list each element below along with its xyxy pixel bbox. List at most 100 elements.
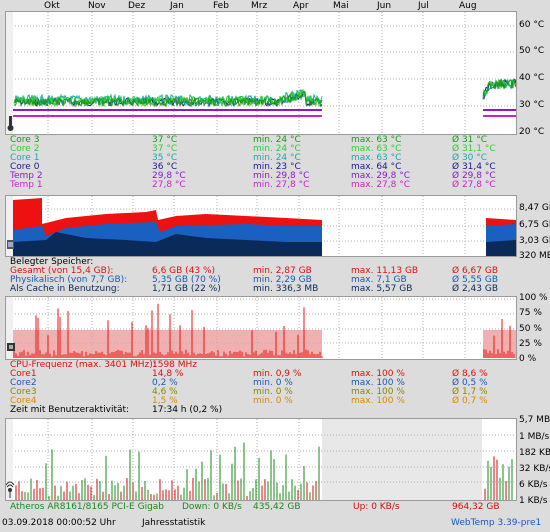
cpu-axis-label: 0 %	[519, 354, 537, 364]
legend-min: min. 2,29 GB	[253, 275, 312, 285]
legend-avg: Ø 31,1 °C	[452, 144, 496, 154]
legend-cur: 1,5 %	[152, 396, 178, 406]
legend-name: Core 3	[10, 135, 40, 145]
legend-avg: Ø 1,7 %	[452, 387, 488, 397]
legend-min: min. 336,3 MB	[253, 284, 319, 294]
network-adapter-name: Atheros AR8161/8165 PCI-E Gigab	[10, 502, 165, 512]
memory-graph	[5, 195, 517, 257]
legend-avg: Ø 0,7 %	[452, 396, 488, 406]
legend-min: min. 24 °C	[253, 144, 301, 154]
activity-value: 17:34 h (0,2 %)	[152, 405, 223, 415]
legend-max: max. 63 °C	[351, 144, 402, 154]
net-axis-label: 182 KB/s	[519, 448, 550, 458]
net-axis-label: 6 KB/s	[519, 480, 548, 490]
mem-axis-label: 8,47 GB	[519, 203, 550, 213]
core-temp-line	[13, 90, 323, 108]
legend-name: Core 0	[10, 162, 40, 172]
memory-plot	[6, 196, 516, 256]
legend-avg: Ø 5,55 GB	[452, 275, 498, 285]
network-down-rate: Down: 0 KB/s	[182, 502, 242, 512]
legend-max: max. 5,57 GB	[351, 284, 413, 294]
net-axis-label: 1 MB/s	[519, 432, 550, 442]
legend-cur: 4,6 %	[152, 387, 178, 397]
legend-max: max. 100 %	[351, 387, 405, 397]
cpu-chip-icon	[7, 343, 15, 351]
cpu-plot	[6, 297, 516, 359]
legend-cur: 29,8 °C	[152, 171, 186, 181]
network-plot	[6, 419, 516, 500]
legend-max: max. 29,8 °C	[351, 171, 411, 181]
net-axis-label: 32 KB/s	[519, 464, 550, 474]
memory-chip-icon	[7, 240, 14, 249]
legend-cur: 1,71 GB (22 %)	[152, 284, 221, 294]
legend-avg: Ø 31 °C	[452, 135, 488, 145]
temp-axis-label: 20 °C	[519, 127, 545, 137]
temp-axis-label: 40 °C	[519, 73, 545, 83]
legend-name: Core1	[10, 369, 37, 379]
month-label: Apr	[293, 1, 309, 11]
month-label: Mrz	[251, 1, 268, 11]
core-temp-lines	[13, 78, 516, 108]
memory-cache-area	[13, 232, 322, 256]
legend-max: max. 100 %	[351, 378, 405, 388]
legend-cur: 35 °C	[152, 153, 178, 163]
status-datetime: 03.09.2018 00:00:52 Uhr	[2, 518, 116, 528]
core-temp-line	[13, 89, 323, 107]
net-axis-label: 1 KB/s	[519, 496, 548, 506]
legend-avg: Ø 29,8 °C	[452, 171, 496, 181]
legend-min: min. 27,8 °C	[253, 180, 310, 190]
network-graph	[5, 418, 517, 501]
cpu-axis-label: 75 %	[519, 308, 542, 318]
legend-avg: Ø 2,43 GB	[452, 284, 498, 294]
grid-lines	[6, 419, 516, 500]
legend-cur: 27,8 °C	[152, 180, 186, 190]
temperature-plot	[6, 12, 516, 134]
legend-max: max. 100 %	[351, 396, 405, 406]
legend-name: Core 2	[10, 144, 40, 154]
legend-cur: 5,35 GB (70 %)	[152, 275, 221, 285]
grid-lines	[6, 297, 516, 359]
legend-max: max. 11,13 GB	[351, 266, 419, 276]
legend-min: min. 24 °C	[253, 153, 301, 163]
cpu-axis-label: 50 %	[519, 324, 542, 334]
grid-lines	[6, 12, 516, 134]
legend-avg: Ø 0,5 %	[452, 378, 488, 388]
legend-min: min. 0 %	[253, 378, 293, 388]
legend-name: Core2	[10, 378, 37, 388]
mem-axis-label: 3,03 GB	[519, 236, 550, 246]
legend-cur: 0,2 %	[152, 378, 178, 388]
core-temp-line	[482, 78, 516, 97]
month-label: Jun	[377, 1, 392, 11]
legend-avg: Ø 30 °C	[452, 153, 488, 163]
legend-cur: 6,6 GB (43 %)	[152, 266, 216, 276]
legend-name: Als Cache in Benutzung:	[10, 284, 120, 294]
temp-axis-label: 50 °C	[519, 46, 545, 56]
legend-max: max. 63 °C	[351, 153, 402, 163]
legend-max: max. 7,1 GB	[351, 275, 407, 285]
status-app-version[interactable]: WebTemp 3.39-pre1	[451, 518, 542, 528]
cpu-axis-label: 100 %	[519, 293, 548, 303]
month-label: Mai	[333, 1, 349, 11]
month-label: Nov	[88, 1, 106, 11]
network-up-rate: Up: 0 KB/s	[353, 502, 400, 512]
legend-avg: Ø 31,4 °C	[452, 162, 496, 172]
month-label: Feb	[213, 1, 229, 11]
legend-min: min. 0 %	[253, 396, 293, 406]
legend-name: Temp 1	[10, 180, 43, 190]
activity-label: Zeit mit Benutzeraktivität:	[10, 405, 130, 415]
legend-min: min. 2,87 GB	[253, 266, 312, 276]
cpu-frequency-label: CPU-Frequenz (max. 3401 MHz):	[10, 360, 156, 370]
month-label: Aug	[459, 1, 477, 11]
thermometer-icon	[7, 116, 14, 131]
legend-min: min. 23 °C	[253, 162, 301, 172]
cpu-graph	[5, 296, 517, 360]
temp-axis-label: 60 °C	[519, 20, 545, 30]
legend-min: min. 0 %	[253, 387, 293, 397]
legend-name: Gesamt (von 15,4 GB):	[10, 266, 114, 276]
legend-max: max. 64 °C	[351, 162, 402, 172]
legend-max: max. 63 °C	[351, 135, 402, 145]
month-label: Okt	[44, 1, 60, 11]
net-axis-label: 5,7 MB/s	[519, 415, 550, 425]
cpu-load-spikes	[13, 303, 515, 358]
legend-cur: 37 °C	[152, 135, 178, 145]
